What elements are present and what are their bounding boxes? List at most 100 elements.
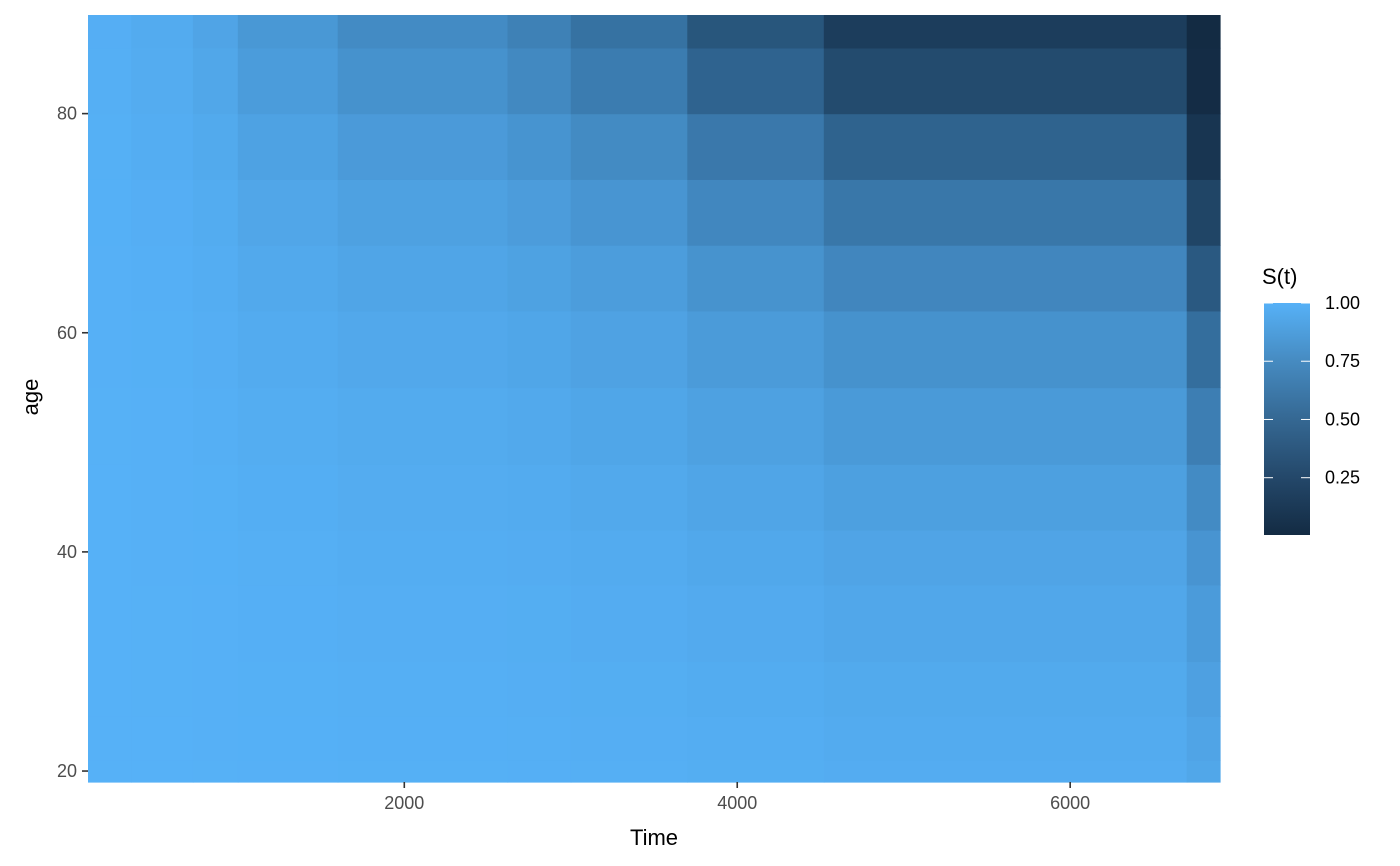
legend-tick-label: 0.50 — [1325, 409, 1360, 429]
heatmap-cell — [88, 15, 132, 49]
heatmap-cell — [823, 584, 1188, 663]
heatmap-cell — [823, 47, 1188, 115]
heatmap-cell — [192, 760, 239, 783]
color-legend: S(t) 1.00 0.75 0.50 0.25 — [1262, 264, 1360, 535]
heatmap-cell — [88, 529, 132, 586]
heatmap-cell — [131, 716, 194, 761]
x-axis-title: Time — [630, 825, 678, 850]
heatmap-cell — [1186, 716, 1221, 761]
heatmap-cell — [192, 113, 239, 180]
heatmap-cell — [823, 113, 1188, 180]
legend-tick-label: 1.00 — [1325, 293, 1360, 313]
heatmap-cell — [687, 310, 825, 389]
heatmap-cell — [237, 113, 339, 180]
heatmap-cell — [237, 464, 339, 531]
heatmap-cell — [570, 760, 688, 783]
heatmap-cell — [337, 179, 509, 246]
heatmap-cell — [337, 245, 509, 312]
heatmap-cell — [570, 15, 688, 49]
heatmap-cell — [570, 529, 688, 586]
heatmap-cell — [131, 47, 194, 115]
heatmap-cell — [192, 387, 239, 465]
heatmap-cell — [570, 179, 688, 246]
heatmap-cell — [507, 179, 572, 246]
heatmap-cell — [1186, 179, 1221, 246]
heatmap-cell — [687, 113, 825, 180]
y-tick-label: 80 — [57, 104, 77, 124]
heatmap-cell — [1186, 661, 1221, 717]
heatmap-cell — [507, 661, 572, 717]
heatmap-cell — [823, 529, 1188, 586]
heatmap-cell — [570, 47, 688, 115]
heatmap-cell — [337, 661, 509, 717]
legend-title: S(t) — [1262, 264, 1297, 289]
heatmap-cell — [88, 245, 132, 312]
y-tick-label: 20 — [57, 761, 77, 781]
x-tick-label: 6000 — [1050, 793, 1090, 813]
heatmap-cell — [507, 15, 572, 49]
heatmap-cell — [131, 179, 194, 246]
heatmap-cell — [131, 529, 194, 586]
heatmap-cell — [687, 245, 825, 312]
heatmap-cell — [507, 113, 572, 180]
heatmap-cell — [237, 716, 339, 761]
heatmap-cell — [570, 464, 688, 531]
heatmap-cell — [1186, 310, 1221, 389]
heatmap-cell — [192, 15, 239, 49]
heatmap-cell — [507, 529, 572, 586]
heatmap-cell — [687, 464, 825, 531]
legend-tick-label: 0.25 — [1325, 468, 1360, 488]
heatmap-cell — [687, 584, 825, 663]
heatmap-cell — [823, 387, 1188, 465]
heatmap-cell — [570, 310, 688, 389]
heatmap-cell — [237, 529, 339, 586]
heatmap-cell — [88, 179, 132, 246]
heatmap-cell — [507, 245, 572, 312]
heatmap-cell — [88, 661, 132, 717]
legend-ticks: 1.00 0.75 0.50 0.25 — [1264, 293, 1360, 488]
heatmap-cell — [237, 584, 339, 663]
heatmap-cell — [337, 310, 509, 389]
x-tick-label: 4000 — [717, 793, 757, 813]
heatmap-cell — [131, 387, 194, 465]
heatmap-cell — [823, 310, 1188, 389]
heatmap-cell — [131, 15, 194, 49]
heatmap-cell — [88, 716, 132, 761]
heatmap-cell — [687, 716, 825, 761]
heatmap-cell — [1186, 245, 1221, 312]
heatmap-cell — [507, 387, 572, 465]
heatmap-cell — [1186, 47, 1221, 115]
heatmap-cell — [337, 760, 509, 783]
heatmap-cell — [237, 245, 339, 312]
heatmap-cell — [131, 245, 194, 312]
heatmap-cell — [823, 760, 1188, 783]
heatmap-cell — [823, 661, 1188, 717]
heatmap-cell — [570, 716, 688, 761]
heatmap-cell — [687, 529, 825, 586]
heatmap-cell — [1186, 760, 1221, 783]
heatmap-cell — [88, 387, 132, 465]
heatmap-cell — [570, 245, 688, 312]
y-tick-label: 60 — [57, 323, 77, 343]
heatmap-cell — [1186, 15, 1221, 49]
heatmap-cell — [237, 15, 339, 49]
heatmap-cell — [192, 529, 239, 586]
heatmap-cell — [687, 760, 825, 783]
heatmap-cell — [192, 464, 239, 531]
heatmap-cell — [1186, 464, 1221, 531]
heatmap-cell — [823, 464, 1188, 531]
heatmap-cell — [192, 716, 239, 761]
heatmap-cell — [823, 179, 1188, 246]
heatmap-cell — [823, 15, 1188, 49]
heatmap-cell — [237, 387, 339, 465]
heatmap-cell — [507, 584, 572, 663]
y-tick-label: 40 — [57, 542, 77, 562]
plot-panel — [88, 15, 1221, 783]
heatmap-cell — [131, 113, 194, 180]
heatmap-cell — [131, 584, 194, 663]
heatmap-cell — [88, 584, 132, 663]
x-tick-label: 2000 — [384, 793, 424, 813]
heatmap-cell — [507, 310, 572, 389]
heatmap-cell — [337, 47, 509, 115]
